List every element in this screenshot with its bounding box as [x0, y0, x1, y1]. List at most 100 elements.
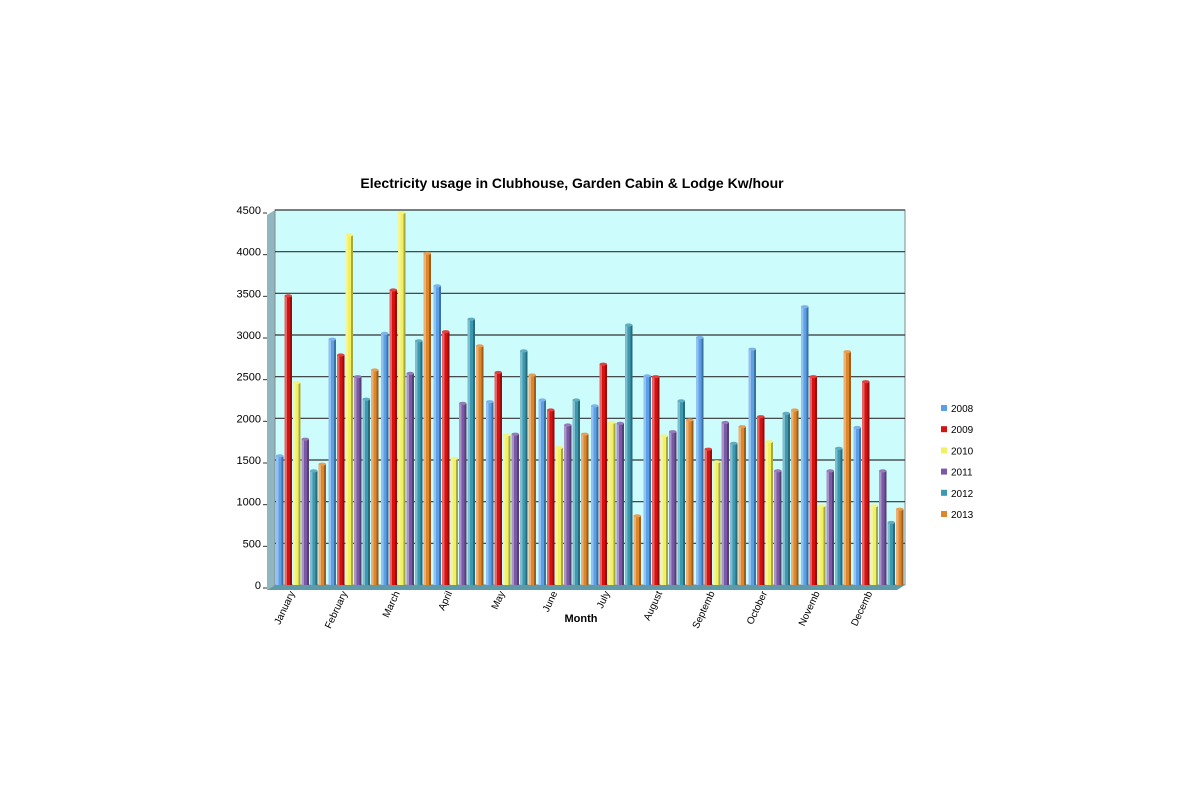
x-tick-label: Decemb: [849, 589, 875, 628]
bar: [406, 371, 414, 585]
bar: [310, 469, 318, 585]
bar: [555, 445, 563, 585]
bar: [284, 294, 292, 585]
bar: [748, 347, 756, 585]
x-tick-label: January: [273, 590, 298, 627]
bar: [660, 434, 668, 585]
bar: [486, 400, 494, 585]
bar: [765, 440, 773, 585]
x-tick-label: June: [541, 589, 560, 614]
side-wall: [267, 210, 275, 590]
y-tick-label: 4000: [237, 247, 261, 259]
legend-swatch: [941, 511, 947, 517]
bar: [538, 398, 546, 585]
bar: [818, 504, 826, 585]
bar: [896, 507, 904, 585]
legend-swatch: [941, 489, 947, 496]
bar: [713, 460, 721, 585]
legend-label: 2013: [951, 510, 974, 521]
bar: [362, 397, 370, 585]
bar: [669, 430, 677, 585]
bar: [677, 399, 685, 585]
x-tick-label: April: [437, 590, 455, 613]
legend-swatch: [941, 468, 947, 475]
x-tick-label: May: [490, 590, 508, 612]
x-tick-label: August: [642, 589, 665, 622]
bar: [276, 454, 284, 585]
bar: [870, 504, 878, 585]
bar: [809, 375, 817, 585]
x-tick-label: October: [745, 589, 770, 626]
x-tick-label: July: [595, 590, 612, 611]
bar: [354, 375, 362, 585]
bar: [476, 344, 484, 585]
bar: [511, 432, 519, 585]
bars: [276, 210, 904, 586]
bar: [843, 350, 851, 585]
bar: [835, 446, 843, 585]
legend-swatch: [941, 426, 947, 433]
y-tick-label: 1000: [237, 497, 261, 509]
bar: [853, 425, 861, 585]
y-tick-label: 4500: [237, 205, 261, 217]
bar: [345, 233, 353, 585]
bar: [774, 469, 782, 585]
y-tick-label: 1500: [237, 455, 261, 467]
bar: [704, 447, 712, 585]
bar: [467, 317, 475, 585]
bar: [293, 380, 301, 585]
legend-swatch: [941, 447, 947, 454]
bar: [398, 210, 406, 585]
y-tick-label: 500: [243, 538, 261, 550]
bar: [301, 437, 309, 585]
x-axis-label: Month: [565, 613, 598, 625]
bar: [608, 420, 616, 585]
x-tick-label: March: [381, 590, 403, 620]
legend-label: 2011: [951, 468, 973, 479]
y-axis-ticks: 0 500 1000 1500 2000 2500 3000 3500 4000 4500: [237, 205, 267, 592]
bar: [503, 433, 511, 585]
bar: [652, 375, 660, 585]
bar: [887, 520, 895, 585]
bar: [520, 349, 528, 585]
bar: [782, 411, 790, 585]
legend-label: 2009: [951, 425, 974, 436]
y-tick-label: 2500: [237, 372, 261, 384]
bar: [547, 408, 555, 585]
bar: [791, 408, 799, 585]
bar: [599, 362, 607, 585]
bar: [381, 331, 389, 585]
y-tick-label: 0: [255, 580, 261, 592]
bar: [591, 404, 599, 585]
legend: 2008 2009 2010 2011 2012 2013: [941, 404, 974, 521]
bar: [450, 456, 458, 585]
x-tick-label: February: [323, 590, 350, 631]
bar: [459, 401, 467, 585]
bar: [738, 425, 746, 585]
bar: [696, 335, 704, 585]
plot-area: [267, 209, 906, 590]
plot-background: [274, 209, 906, 586]
y-tick-label: 2000: [237, 413, 261, 425]
bar: [564, 423, 572, 585]
bar: [616, 421, 624, 585]
bar: [528, 373, 536, 585]
bar: [801, 305, 809, 585]
bar: [328, 337, 336, 585]
bar: [633, 514, 641, 585]
bar: [686, 418, 694, 585]
legend-label: 2012: [951, 489, 974, 500]
bar: [643, 374, 651, 585]
x-tick-label: Septemb: [691, 589, 718, 630]
bar: [423, 251, 431, 586]
bar: [494, 370, 502, 585]
bar: [757, 415, 765, 585]
bar: [721, 420, 729, 585]
bar: [337, 353, 345, 585]
legend-swatch: [941, 405, 947, 411]
chart-title: Electricity usage in Clubhouse, Garden C…: [360, 175, 784, 191]
y-tick-label: 3500: [237, 288, 261, 300]
x-tick-label: Novemb: [797, 589, 823, 628]
bar: [862, 380, 870, 585]
